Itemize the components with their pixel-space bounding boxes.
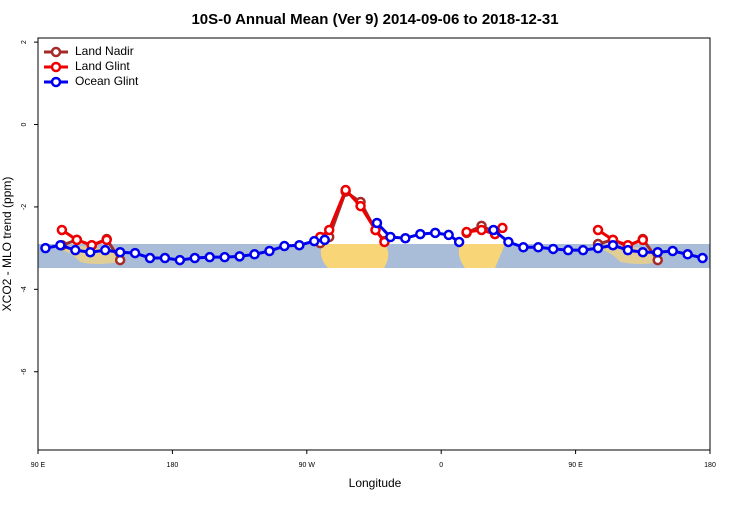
data-point — [400, 232, 411, 244]
data-point — [234, 251, 245, 262]
data-point — [488, 224, 499, 236]
data-point — [682, 249, 693, 260]
data-point — [533, 242, 544, 253]
data-point — [667, 245, 678, 257]
legend-label: Ocean Glint — [75, 74, 139, 88]
y-tick-label: -4 — [21, 286, 28, 292]
plot-data — [40, 184, 708, 266]
data-point — [443, 229, 454, 241]
data-point — [101, 234, 112, 246]
data-point — [309, 235, 320, 247]
data-point — [144, 252, 156, 264]
legend-marker — [50, 46, 62, 58]
y-tick-label: -6 — [21, 369, 28, 375]
legend-marker — [50, 61, 62, 73]
data-point — [622, 244, 634, 256]
data-point — [71, 234, 83, 246]
data-point — [592, 242, 604, 254]
data-point — [159, 252, 171, 264]
data-point — [279, 240, 290, 252]
data-point — [607, 239, 619, 251]
y-tick-label: 0 — [21, 122, 28, 126]
data-point — [99, 244, 111, 256]
series-line — [61, 187, 644, 247]
data-point — [385, 231, 396, 243]
data-point — [114, 246, 126, 258]
y-tick-label: -2 — [21, 204, 28, 210]
data-point — [637, 246, 649, 258]
data-point — [476, 224, 487, 236]
data-point — [264, 245, 275, 257]
data-point — [697, 252, 708, 264]
data-point — [56, 224, 68, 236]
data-point — [204, 251, 215, 263]
data-point — [70, 244, 81, 256]
data-point — [497, 222, 508, 234]
plot-frame — [37, 37, 711, 451]
data-point — [129, 247, 141, 259]
legend-marker — [50, 76, 62, 88]
data-point — [637, 234, 649, 246]
data-point — [323, 224, 335, 236]
data-point — [319, 234, 330, 246]
data-point — [294, 239, 305, 251]
data-point — [503, 236, 514, 248]
data-point — [429, 227, 441, 239]
data-point — [355, 200, 366, 212]
data-point — [652, 246, 663, 258]
legend-label: Land Nadir — [75, 44, 134, 58]
data-point — [85, 246, 96, 258]
data-point — [577, 244, 589, 256]
legend-label: Land Glint — [75, 59, 130, 73]
data-point — [453, 236, 465, 248]
y-tick-label: 2 — [21, 40, 28, 44]
data-point — [518, 242, 529, 253]
data-point — [189, 252, 201, 264]
data-point — [371, 217, 383, 229]
data-point — [340, 184, 351, 196]
data-point — [461, 226, 472, 238]
x-tick-label: 90 E — [31, 462, 46, 469]
data-point — [547, 243, 559, 255]
data-point — [562, 244, 574, 256]
data-point — [174, 254, 186, 266]
x-tick-label: 90 W — [299, 462, 316, 469]
data-point — [219, 251, 230, 263]
x-tick-label: 0 — [439, 462, 443, 469]
y-axis-label: XCO2 - MLO trend (ppm) — [0, 177, 14, 312]
x-tick-label: 90 E — [568, 462, 583, 469]
x-axis-label: Longitude — [349, 476, 402, 490]
x-tick-label: 180 — [167, 462, 179, 469]
chart-title: 10S-0 Annual Mean (Ver 9) 2014-09-06 to … — [191, 11, 558, 28]
data-point — [415, 228, 426, 240]
x-tick-label: 180 — [704, 462, 716, 469]
data-point — [40, 242, 51, 254]
data-point — [55, 239, 66, 251]
data-point — [592, 224, 604, 236]
data-point — [249, 249, 260, 260]
